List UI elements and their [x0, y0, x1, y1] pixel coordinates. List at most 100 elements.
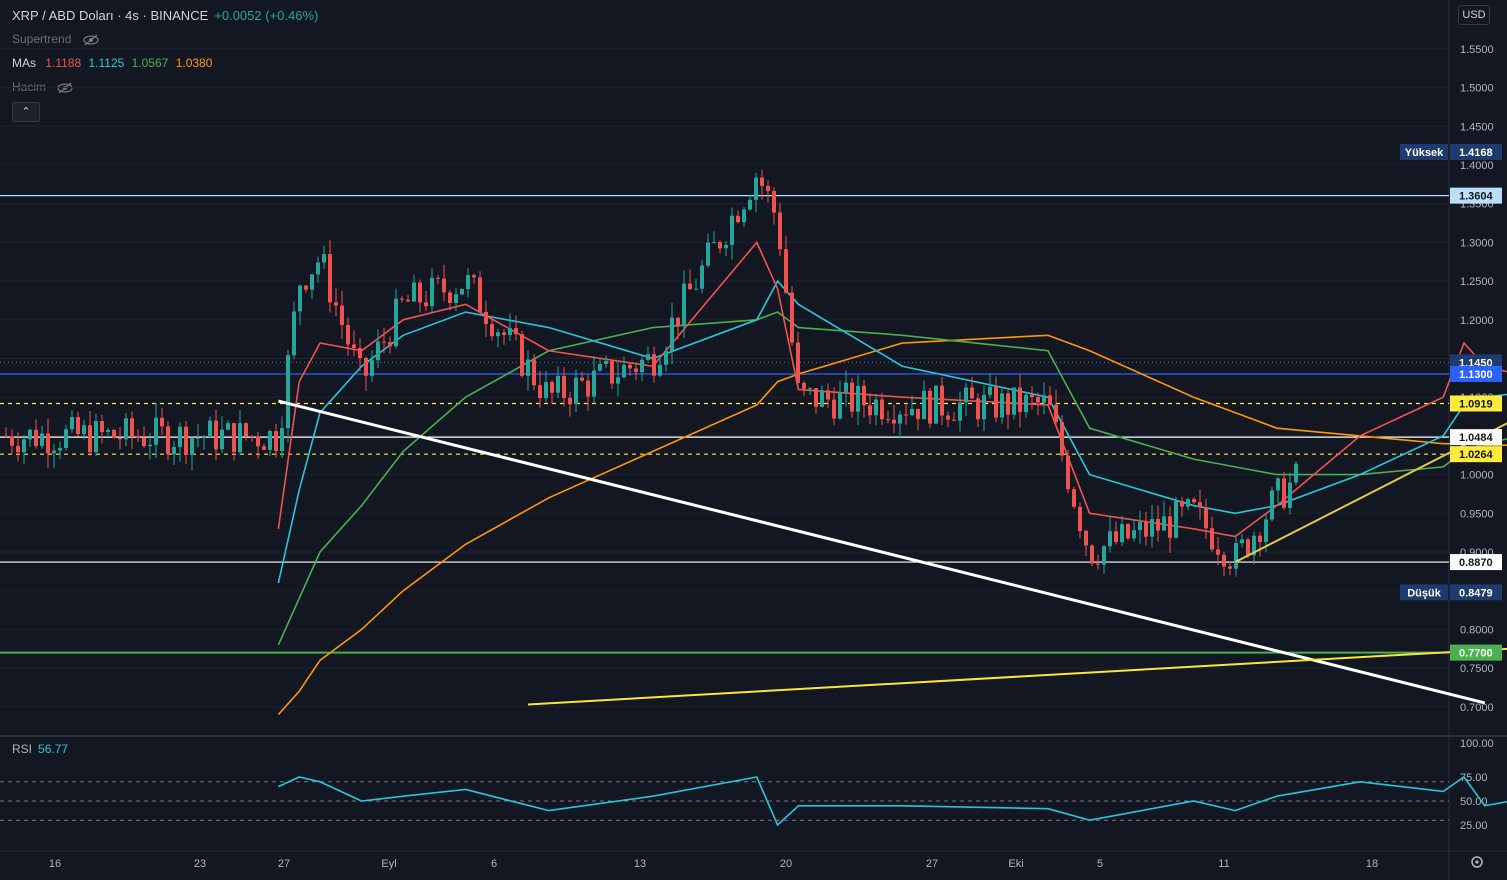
- candle: [328, 240, 332, 313]
- candle: [184, 421, 188, 465]
- supertrend-legend[interactable]: Supertrend: [12, 32, 99, 46]
- candle-body: [220, 429, 224, 450]
- candle-body: [418, 282, 422, 303]
- candle-body: [244, 423, 248, 437]
- candle-body: [850, 382, 854, 412]
- candle: [334, 288, 338, 317]
- price-label-bg: [1450, 446, 1502, 463]
- mas-label: MAs: [12, 56, 36, 70]
- candle: [1240, 533, 1244, 548]
- candle-body: [520, 334, 524, 376]
- candle: [964, 382, 968, 417]
- candle-body: [1246, 539, 1250, 556]
- candle: [922, 380, 926, 420]
- time-tick-label: 18: [1366, 858, 1378, 870]
- candle: [898, 410, 902, 439]
- candle-body: [238, 423, 242, 453]
- candle-body: [154, 417, 158, 445]
- candle: [244, 422, 248, 441]
- candle-body: [754, 177, 758, 200]
- candle-body: [256, 436, 260, 447]
- candle-body: [364, 357, 368, 376]
- candle: [868, 393, 872, 425]
- price-axis-label: Yüksek 1.4168: [1400, 143, 1502, 160]
- candle-body: [886, 419, 890, 421]
- candle-body: [790, 292, 794, 343]
- gear-ring: [1471, 856, 1483, 868]
- candle-body: [730, 215, 734, 245]
- candle: [1180, 496, 1184, 517]
- currency-button[interactable]: USD: [1458, 5, 1490, 25]
- candle-body: [922, 390, 926, 420]
- candle: [1120, 515, 1124, 546]
- candle-body: [280, 428, 284, 452]
- candle-body: [724, 244, 728, 249]
- candle-body: [1186, 499, 1190, 507]
- candle-body: [1090, 545, 1094, 564]
- moving-average-ma2: [277, 279, 1507, 584]
- candle: [250, 435, 254, 442]
- candle: [4, 427, 8, 439]
- candle: [538, 370, 542, 408]
- candle-body: [88, 425, 92, 453]
- candle: [646, 346, 650, 362]
- price-label-value: 0.8870: [1459, 557, 1493, 569]
- candle-body: [1228, 566, 1232, 569]
- mas-legend[interactable]: MAs 1.1188 1.1125 1.0567 1.0380: [12, 56, 212, 70]
- candle-body: [910, 408, 914, 416]
- candle-body: [874, 399, 878, 416]
- candle: [616, 362, 620, 397]
- candle: [496, 328, 500, 348]
- candle: [886, 411, 890, 424]
- candle: [1288, 472, 1292, 515]
- candle-body: [400, 298, 404, 300]
- collapse-legend-button[interactable]: ⌃: [12, 102, 40, 122]
- candle-body: [124, 418, 128, 440]
- candle: [1060, 415, 1064, 462]
- time-tick-label: 23: [194, 858, 206, 870]
- settings-gear-icon[interactable]: [1471, 856, 1483, 868]
- candle-body: [736, 215, 740, 223]
- candle: [106, 427, 110, 436]
- candle: [1198, 489, 1202, 520]
- price-tick-label: 1.0000: [1460, 470, 1494, 482]
- candle-body: [460, 288, 464, 295]
- candle: [1252, 531, 1256, 565]
- candle: [190, 436, 194, 471]
- rsi-legend[interactable]: RSI 56.77: [12, 742, 68, 756]
- candle: [592, 356, 596, 404]
- candle: [76, 411, 80, 437]
- candle-body: [64, 429, 68, 448]
- candle-body: [262, 446, 266, 450]
- candle: [424, 290, 428, 311]
- candle-body: [760, 177, 764, 186]
- candle-body: [670, 317, 674, 351]
- candle-body: [826, 390, 830, 400]
- candle-body: [1144, 522, 1148, 537]
- candle-body: [1102, 546, 1106, 565]
- candle-body: [1120, 524, 1124, 543]
- candle: [292, 301, 296, 360]
- candle-body: [328, 254, 332, 303]
- candle: [1006, 388, 1010, 429]
- candle-body: [274, 431, 278, 452]
- candle-body: [976, 398, 980, 420]
- candle: [622, 356, 626, 379]
- candle: [100, 414, 104, 444]
- trendline: [278, 399, 1486, 705]
- candle: [172, 440, 176, 465]
- candle-body: [112, 429, 116, 438]
- hidden-eye-icon[interactable]: [83, 34, 99, 46]
- candle: [838, 380, 842, 420]
- candle: [844, 370, 848, 407]
- candle: [952, 412, 956, 422]
- time-tick-label: 5: [1097, 858, 1103, 870]
- candle-body: [1276, 478, 1280, 491]
- candle: [826, 383, 830, 409]
- price-label-value: 1.3604: [1459, 191, 1494, 203]
- volume-legend[interactable]: Hacim: [12, 80, 73, 94]
- candle: [400, 296, 404, 303]
- candle: [574, 369, 578, 413]
- symbol-title[interactable]: XRP / ABD Doları · 4s · BINANCE +0.0052 (…: [12, 8, 318, 23]
